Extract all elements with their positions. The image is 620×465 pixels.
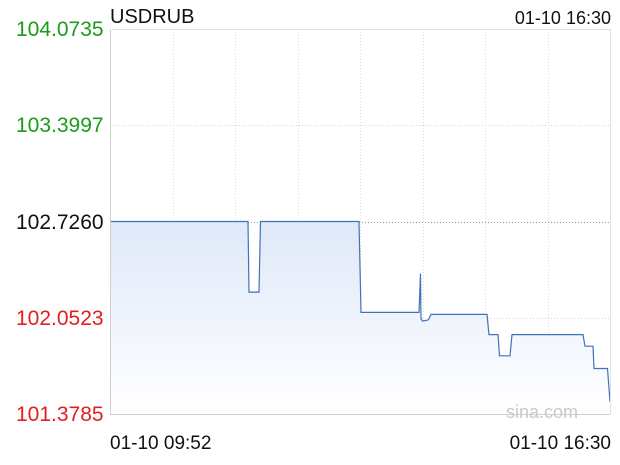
- series-area: [110, 221, 610, 414]
- y-tick-label-0: 104.0735: [16, 18, 104, 41]
- y-tick-label-4: 101.3785: [16, 403, 104, 426]
- series-line-group: [110, 220, 611, 402]
- chart-title: USDRUB: [110, 6, 195, 28]
- y-tick-label-1: 103.3997: [16, 114, 104, 138]
- watermark: sina.com: [506, 402, 579, 422]
- y-tick-label-3: 102.0523: [16, 306, 104, 330]
- y-tick-label-2: 102.7260: [16, 210, 104, 234]
- series-line: [110, 220, 611, 402]
- x-tick-end: 01-10 16:30: [509, 433, 611, 454]
- plot-frame: [110, 29, 611, 415]
- current-time: 01-10 16:30: [514, 8, 611, 28]
- series-area-fill: [110, 221, 610, 414]
- x-tick-start: 01-10 09:52: [110, 433, 212, 454]
